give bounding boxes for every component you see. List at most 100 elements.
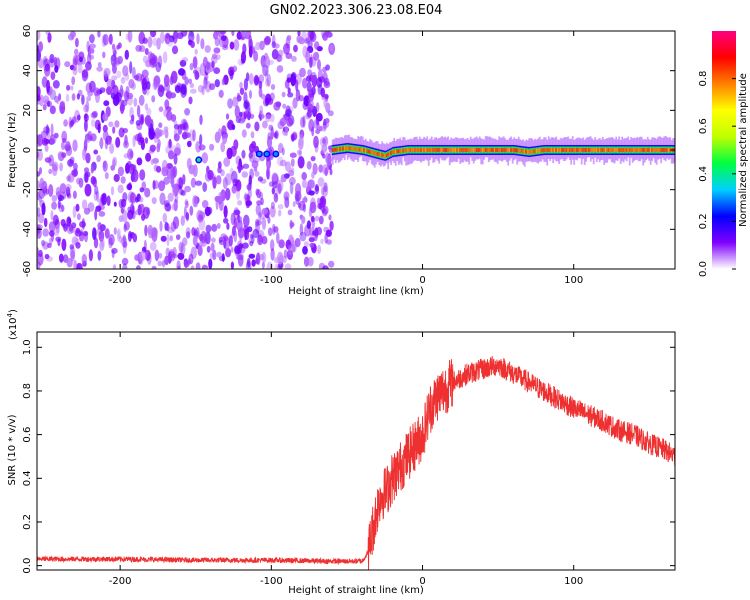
signal-core	[451, 148, 454, 152]
noise-cell	[37, 31, 41, 41]
noise-cell	[326, 154, 332, 167]
noise-cell	[151, 197, 157, 205]
signal-core	[483, 148, 486, 152]
noise-cell	[276, 156, 284, 167]
signal-core	[603, 148, 606, 152]
noise-cell	[195, 227, 200, 239]
noise-cell	[283, 191, 290, 201]
noise-cell	[48, 221, 56, 233]
noise-cell	[270, 248, 275, 261]
noise-cell	[308, 237, 315, 243]
noise-cell	[302, 77, 308, 89]
signal-core	[333, 147, 336, 152]
signal-core	[381, 153, 384, 158]
noise-cell	[71, 76, 76, 86]
signal-core	[583, 148, 586, 152]
noise-cell	[37, 151, 40, 158]
noise-cell	[323, 93, 329, 100]
noise-cell	[316, 112, 323, 122]
noise-cell	[142, 55, 148, 64]
noise-cell	[289, 176, 296, 186]
noise-cell	[86, 96, 92, 102]
signal-core	[529, 149, 532, 154]
noise-cell	[199, 134, 203, 146]
signal-core	[541, 148, 544, 153]
noise-cell	[94, 208, 98, 221]
noise-cell	[64, 61, 71, 68]
noise-cell	[38, 41, 43, 52]
noise-cell	[178, 177, 183, 190]
noise-cell	[92, 177, 98, 188]
noise-cell	[78, 89, 83, 97]
y-tick-label: -20	[22, 181, 33, 197]
noise-cell	[230, 246, 234, 253]
x-tick-label: 100	[564, 275, 583, 286]
noise-cell	[62, 137, 67, 144]
noise-cell	[47, 101, 51, 107]
noise-cell	[298, 202, 302, 209]
noise-cell	[261, 236, 268, 245]
noise-cell	[90, 48, 95, 54]
noise-cell	[317, 177, 325, 187]
signal-core	[486, 148, 489, 152]
noise-cell	[141, 77, 148, 91]
noise-cell	[55, 223, 60, 234]
noise-cell	[265, 114, 271, 123]
noise-cell	[209, 143, 215, 151]
noise-cell	[158, 252, 163, 259]
signal-core	[532, 149, 535, 154]
noise-cell	[74, 48, 79, 56]
noise-cell	[199, 63, 206, 76]
noise-cell	[320, 201, 326, 214]
signal-core	[601, 148, 604, 152]
signal-core	[379, 152, 382, 157]
noise-cell	[188, 96, 193, 105]
x-tick-label: 100	[564, 576, 583, 587]
noise-cell	[173, 153, 178, 165]
colorbar-label: Normalized spectral amplitude	[738, 73, 749, 227]
signal-core	[651, 148, 654, 152]
noise-cell	[65, 145, 73, 156]
noise-cell	[237, 164, 242, 174]
signal-core	[576, 148, 579, 152]
noise-cell	[240, 51, 247, 64]
noise-cell	[214, 131, 221, 144]
signal-core	[645, 148, 648, 152]
noise-cell	[164, 129, 169, 139]
signal-core	[580, 148, 583, 152]
noise-cell	[291, 55, 297, 62]
noise-cell	[37, 48, 41, 62]
noise-cell	[204, 206, 211, 217]
noise-cell	[226, 147, 233, 160]
noise-cell	[245, 200, 253, 207]
noise-cell	[147, 36, 153, 48]
noise-cell	[148, 123, 154, 135]
noise-cell	[169, 92, 177, 99]
noise-cell	[121, 257, 129, 266]
noise-cell	[42, 228, 49, 237]
noise-cell	[84, 119, 88, 132]
noise-cell	[72, 205, 77, 218]
noise-cell	[179, 123, 186, 130]
noise-cell	[256, 200, 262, 206]
noise-cell	[113, 174, 120, 182]
noise-cell	[185, 200, 189, 209]
signal-core	[540, 148, 543, 153]
signal-core	[586, 148, 589, 152]
noise-cell	[127, 31, 133, 43]
noise-cell	[313, 135, 319, 148]
noise-cell	[243, 111, 248, 120]
noise-cell	[135, 196, 139, 203]
noise-cell	[225, 113, 230, 120]
noise-cell	[280, 174, 287, 183]
noise-cell	[276, 53, 282, 62]
noise-cell	[158, 180, 166, 192]
noise-cell	[207, 169, 214, 181]
noise-cell	[146, 81, 151, 90]
noise-cell	[273, 193, 279, 203]
noise-cell	[203, 83, 208, 89]
noise-cell	[37, 180, 40, 191]
noise-cell	[124, 134, 128, 146]
signal-core	[579, 148, 582, 152]
noise-cell	[112, 84, 119, 95]
